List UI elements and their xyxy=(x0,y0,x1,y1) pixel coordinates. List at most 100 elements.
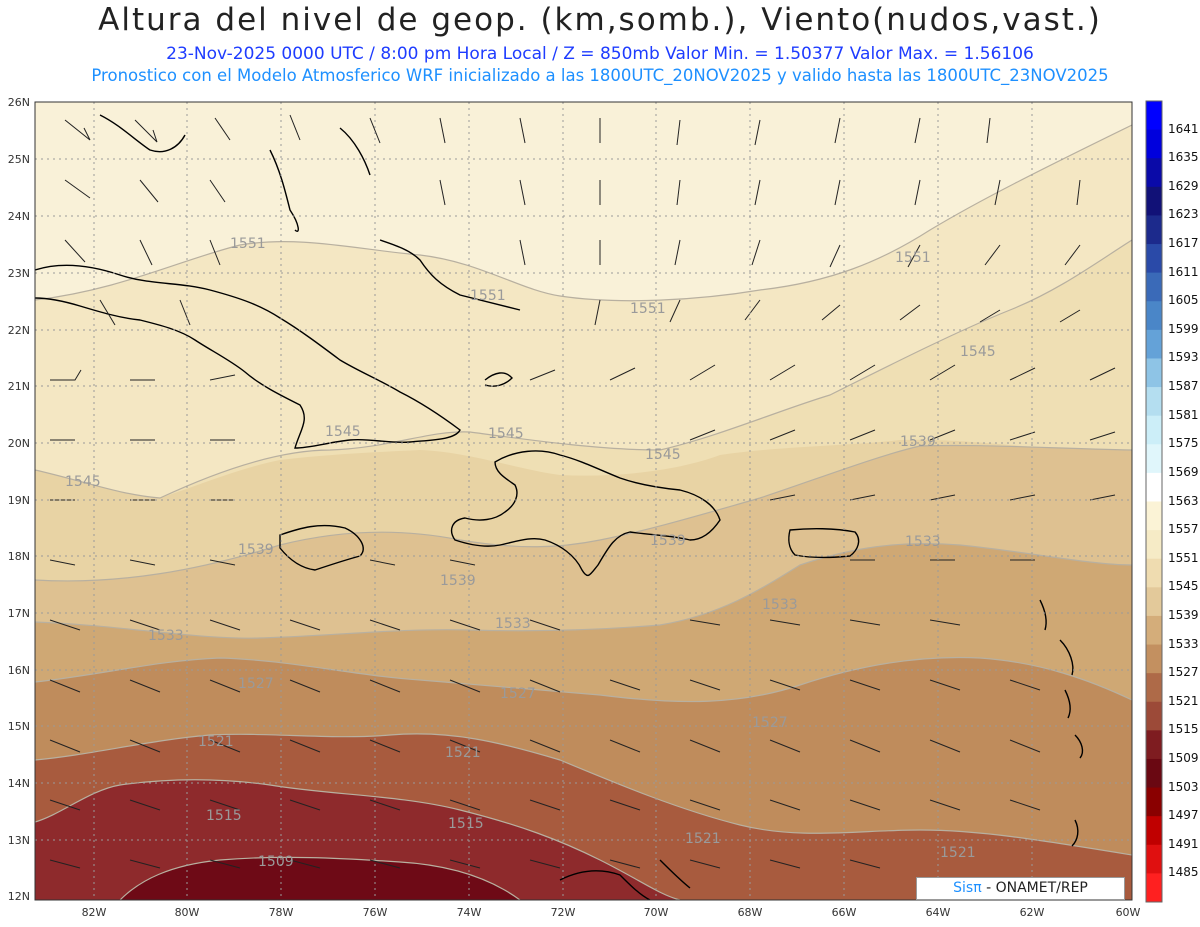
colorbar-label: 1575 xyxy=(1168,436,1199,451)
lat-label: 26N xyxy=(8,96,30,109)
colorbar-swatch xyxy=(1146,301,1162,331)
colorbar-swatch xyxy=(1146,644,1162,674)
lon-label: 80W xyxy=(175,906,200,919)
contour-label: 1539 xyxy=(238,542,274,558)
colorbar-label: 1485 xyxy=(1168,865,1199,880)
colorbar-label: 1635 xyxy=(1168,150,1199,165)
lat-label: 25N xyxy=(8,153,30,166)
colorbar-label: 1539 xyxy=(1168,607,1199,622)
contour-label: 1509 xyxy=(258,854,294,870)
colorbar-swatch xyxy=(1146,787,1162,817)
latitude-labels: 26N 25N 24N 23N 22N 21N 20N 19N 18N 17N … xyxy=(8,96,30,903)
contour-label: 1539 xyxy=(900,434,936,450)
contour-label: 1539 xyxy=(650,533,686,549)
contour-label: 1527 xyxy=(752,715,788,731)
contour-label: 1527 xyxy=(238,676,274,692)
colorbar-label: 1527 xyxy=(1168,665,1199,680)
contour-label: 1545 xyxy=(65,474,101,490)
colorbar-swatch xyxy=(1146,472,1162,502)
map-frame xyxy=(34,101,1133,901)
lat-label: 21N xyxy=(8,380,30,393)
contour-label: 1545 xyxy=(645,447,681,463)
colorbar-swatch xyxy=(1146,816,1162,846)
colorbar-swatch xyxy=(1146,530,1162,560)
colorbar-swatch xyxy=(1146,215,1162,245)
colorbar-label: 1587 xyxy=(1168,379,1199,394)
colorbar-label: 1617 xyxy=(1168,236,1199,251)
lat-label: 24N xyxy=(8,210,30,223)
colorbar-swatch xyxy=(1146,701,1162,731)
colorbar-label: 1593 xyxy=(1168,350,1199,365)
colorbar-label: 1563 xyxy=(1168,493,1199,508)
contour-label: 1515 xyxy=(448,816,484,832)
contour-label: 1545 xyxy=(325,424,361,440)
contour-label: 1545 xyxy=(488,426,524,442)
longitude-labels: 82W 80W 78W 76W 74W 72W 70W 68W 66W 64W … xyxy=(82,906,1141,919)
lon-label: 68W xyxy=(738,906,763,919)
map-title: Altura del nivel de geop. (km,somb.), Vi… xyxy=(98,2,1102,38)
lon-label: 78W xyxy=(269,906,294,919)
contour-label: 1515 xyxy=(206,808,242,824)
lon-label: 74W xyxy=(457,906,482,919)
contour-labels: 1551 1551 1551 1551 1545 1545 1545 1545 … xyxy=(65,236,996,870)
lat-label: 19N xyxy=(8,494,30,507)
contour-label: 1551 xyxy=(230,236,266,252)
contour-label: 1533 xyxy=(905,534,941,550)
colorbar-label: 1491 xyxy=(1168,836,1199,851)
lon-label: 64W xyxy=(926,906,951,919)
colorbar-swatch xyxy=(1146,329,1162,359)
colorbar-label: 1545 xyxy=(1168,579,1199,594)
colorbar-swatch xyxy=(1146,415,1162,445)
lat-label: 23N xyxy=(8,267,30,280)
colorbar-label: 1551 xyxy=(1168,550,1199,565)
contour-label: 1527 xyxy=(500,686,536,702)
contour-label: 1533 xyxy=(148,628,184,644)
colorbar-swatch xyxy=(1146,129,1162,159)
lat-label: 12N xyxy=(8,890,30,903)
colorbar-swatch xyxy=(1146,444,1162,474)
contour-label: 1545 xyxy=(960,344,996,360)
contour-label: 1533 xyxy=(762,597,798,613)
forecast-time-subtitle: 23-Nov-2025 0000 UTC / 8:00 pm Hora Loca… xyxy=(166,44,1034,64)
lon-label: 66W xyxy=(832,906,857,919)
coastlines xyxy=(35,114,1084,900)
colorbar-swatch xyxy=(1146,844,1162,874)
colorbar-swatch xyxy=(1146,615,1162,646)
lon-label: 62W xyxy=(1020,906,1045,919)
colorbar-label: 1599 xyxy=(1168,321,1199,336)
colorbar-label: 1503 xyxy=(1168,779,1199,794)
contour-label: 1521 xyxy=(685,831,721,847)
colorbar-label: 1515 xyxy=(1168,722,1199,737)
colorbar-label: 1533 xyxy=(1168,636,1199,651)
contour-label: 1551 xyxy=(630,301,666,317)
colorbar-swatch xyxy=(1146,673,1162,703)
credit-box: Sisπ - ONAMET/REP xyxy=(916,877,1125,900)
colorbar-label: 1611 xyxy=(1168,264,1199,279)
lat-label: 13N xyxy=(8,834,30,847)
contour-label: 1539 xyxy=(440,573,476,589)
colorbar-label: 1605 xyxy=(1168,293,1199,308)
colorbar-swatch xyxy=(1146,101,1162,131)
contour-label: 1521 xyxy=(198,734,234,750)
colorbar-swatch xyxy=(1146,558,1162,588)
colorbar-swatch xyxy=(1146,501,1162,531)
contour-label: 1521 xyxy=(445,745,481,761)
contour-label: 1521 xyxy=(940,845,976,861)
contour-label: 1551 xyxy=(895,250,931,266)
colorbar-swatch xyxy=(1146,587,1162,617)
credit-text: - ONAMET/REP xyxy=(981,880,1088,896)
colorbar-label: 1557 xyxy=(1168,522,1199,537)
lat-label: 17N xyxy=(8,607,30,620)
lon-label: 72W xyxy=(551,906,576,919)
colorbar-frame xyxy=(1145,100,1163,903)
colorbar-label: 1521 xyxy=(1168,693,1199,708)
contour-label: 1533 xyxy=(495,616,531,632)
colorbar-swatch xyxy=(1146,272,1162,302)
colorbar-swatch xyxy=(1146,186,1162,216)
lat-label: 14N xyxy=(8,777,30,790)
colorbar xyxy=(1145,100,1163,903)
lat-label: 15N xyxy=(8,720,30,733)
colorbar-swatch xyxy=(1146,244,1162,274)
model-run-subtitle: Pronostico con el Modelo Atmosferico WRF… xyxy=(91,66,1109,85)
